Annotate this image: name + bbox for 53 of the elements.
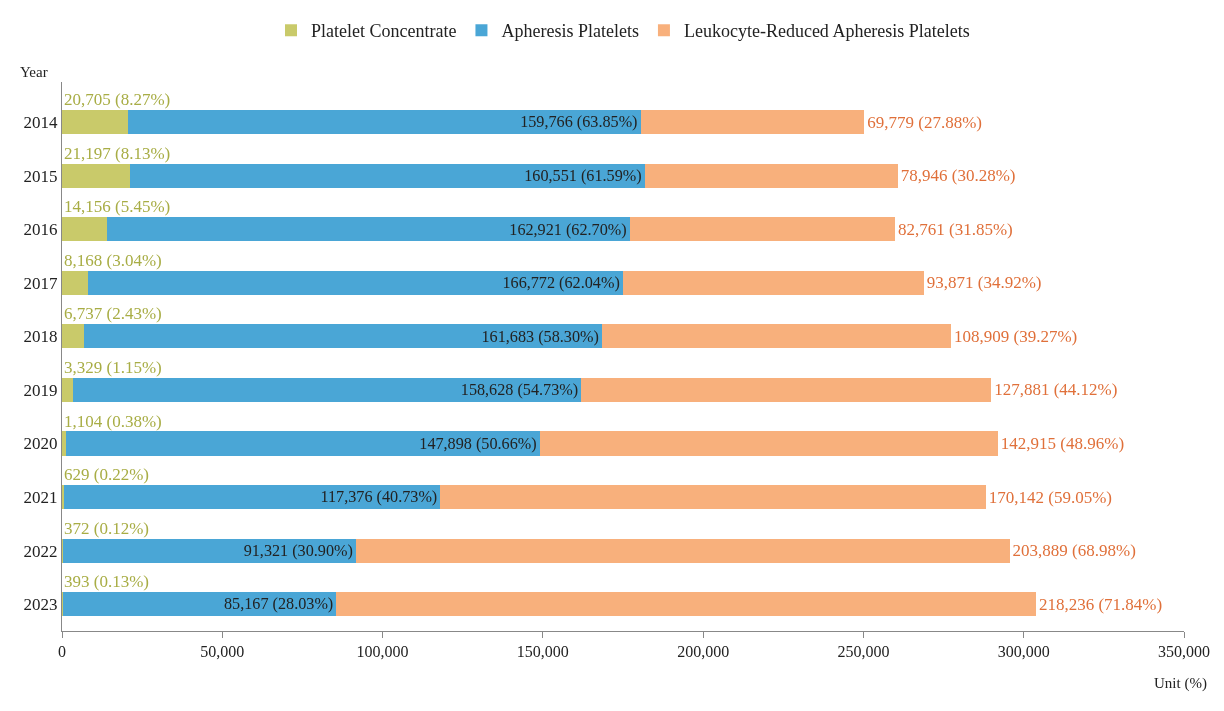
y-tick-label: 2015 [23,166,58,186]
data-label: 117,376 (40.73%) [320,488,438,507]
x-tick-label: 300,000 [997,643,1050,661]
data-label: 166,772 (62.04%) [502,274,620,293]
data-label: 162,921 (62.70%) [509,220,627,239]
y-tick-label: 2022 [23,541,58,561]
data-label: 6,737 (2.43%) [64,304,162,323]
y-tick-label: 2021 [23,488,58,508]
data-label: 161,683 (58.30%) [481,327,599,346]
x-axis-title: Unit (%) [1154,675,1207,692]
data-label: 203,889 (68.98%) [1012,541,1136,561]
data-label: 142,915 (48.96%) [1000,434,1125,454]
x-tick-label: 250,000 [837,643,890,661]
data-label: 159,766 (63.85%) [520,113,638,132]
data-label: 127,881 (44.12%) [994,380,1118,400]
y-tick-label: 2016 [23,220,58,240]
data-label: 372 (0.12%) [64,519,149,538]
data-label: 147,898 (50.66%) [419,434,537,453]
x-tick-label: 50,000 [200,643,245,661]
data-label: 69,779 (27.88%) [867,112,982,132]
legend-label: Apheresis Platelets [501,21,639,42]
y-tick-label: 2020 [23,434,58,454]
x-tick-label: 350,000 [1158,643,1210,661]
data-label: 393 (0.13%) [64,572,149,591]
data-label: 21,197 (8.13%) [64,144,171,163]
x-tick-label: 0 [58,643,66,661]
y-axis-title: Year [20,64,48,80]
data-label: 93,871 (34.92%) [926,273,1042,293]
y-tick-label: 2018 [23,327,58,347]
legend-label: Leukocyte-Reduced Apheresis Platelets [683,21,970,42]
data-label: 1,104 (0.38%) [64,412,162,431]
x-tick-label: 200,000 [677,643,730,661]
data-label: 20,705 (8.27%) [64,90,171,109]
data-label: 108,909 (39.27%) [954,326,1078,346]
data-label: 170,142 (59.05%) [988,487,1112,507]
data-label: 3,329 (1.15%) [64,358,162,377]
data-label: 160,551 (61.59%) [524,166,642,185]
data-label: 82,761 (31.85%) [897,219,1013,239]
y-tick-label: 2023 [23,595,58,615]
data-label: 218,236 (71.84%) [1038,594,1163,614]
y-tick-label: 2017 [23,273,59,293]
data-label: 629 (0.22%) [64,465,149,484]
data-label: 158,628 (54.73%) [460,381,579,400]
y-tick-label: 2019 [23,380,58,400]
x-tick-label: 150,000 [516,643,569,661]
data-label: 91,321 (30.90%) [243,541,353,560]
y-tick-label: 2014 [23,113,59,133]
data-label: 14,156 (5.45%) [64,197,171,216]
x-tick-label: 100,000 [356,643,409,661]
data-label: 8,168 (3.04%) [64,251,162,270]
legend-label: Platelet Concentrate [311,21,457,42]
data-label: 85,167 (28.03%) [224,595,334,614]
data-label: 78,946 (30.28%) [900,166,1016,186]
